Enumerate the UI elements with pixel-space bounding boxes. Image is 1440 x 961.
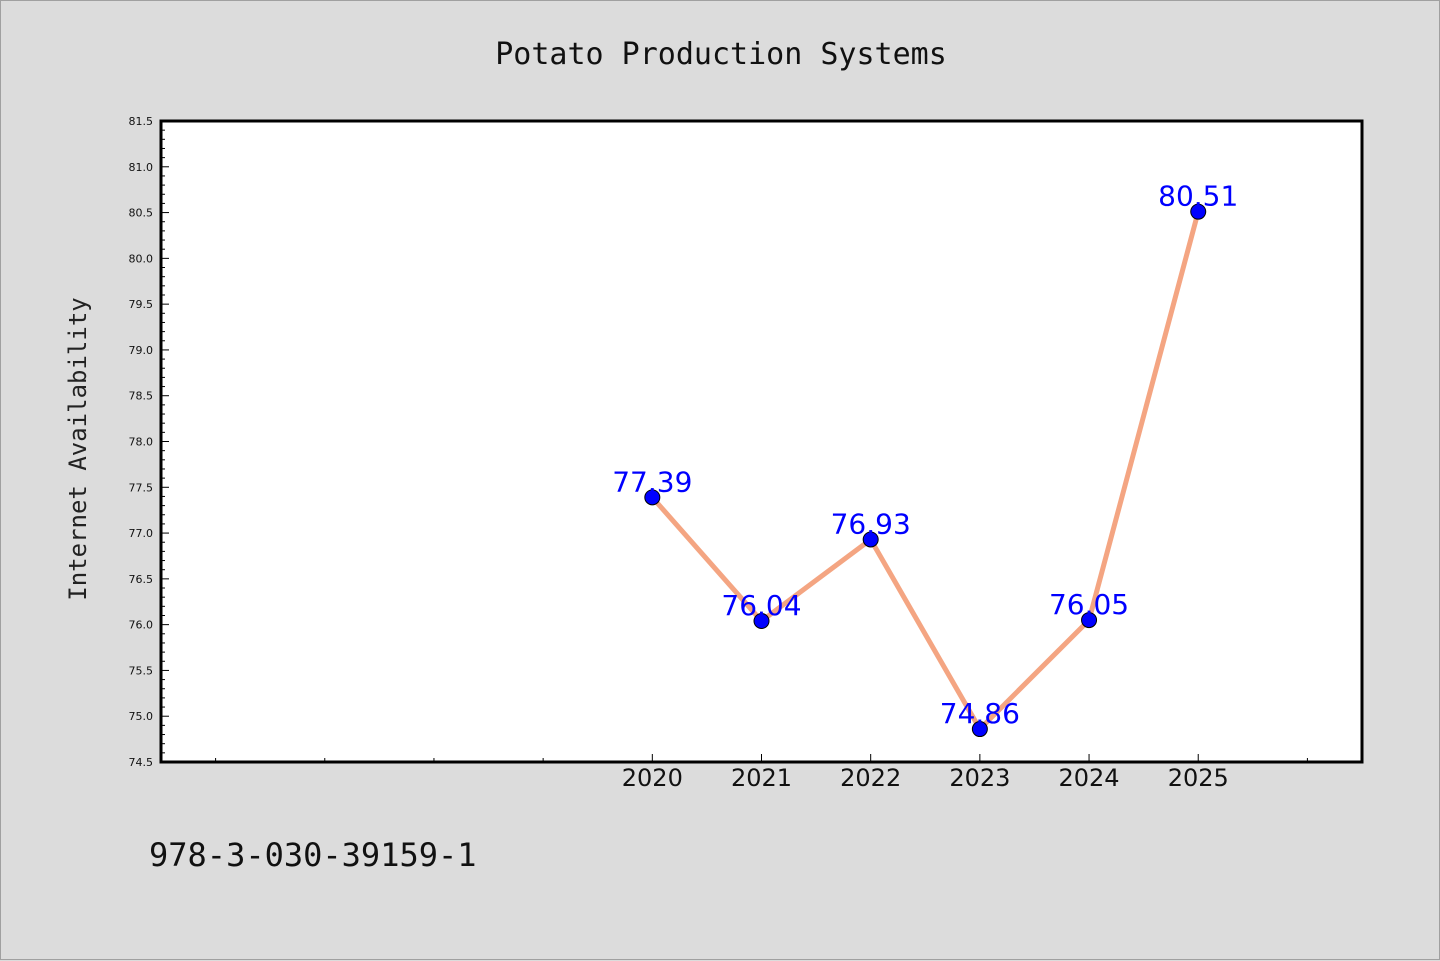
isbn-label: 978-3-030-39159-1: [149, 836, 477, 874]
data-point: [753, 612, 770, 629]
data-point: [1190, 203, 1207, 220]
data-point: [644, 489, 661, 506]
data-label: 80.51: [1158, 180, 1238, 213]
plot-area: [159, 119, 1364, 764]
data-point: [971, 721, 988, 738]
x-tick-label: 2022: [840, 764, 901, 792]
y-tick-label: 78.0: [129, 436, 154, 449]
x-axis: 2020 2021 2022 2023 2024 2025: [215, 754, 1308, 792]
data-point: [862, 531, 879, 548]
y-tick-label: 76.0: [129, 619, 154, 632]
data-label: 77.39: [612, 465, 692, 498]
y-tick-label: 75.5: [129, 664, 154, 677]
y-tick-label: 76.5: [129, 573, 154, 586]
y-tick-label: 81.5: [129, 115, 154, 128]
x-tick-label: 2021: [731, 764, 792, 792]
chart-title: Potato Production Systems: [495, 37, 947, 72]
y-tick-label: 77.5: [129, 481, 154, 494]
data-label: 76.93: [831, 507, 911, 540]
series-layer: [644, 203, 1207, 738]
y-tick-label: 80.0: [129, 252, 154, 265]
y-tick-label: 74.5: [129, 756, 154, 769]
data-label: 76.05: [1049, 588, 1129, 621]
x-tick-label: 2023: [949, 764, 1010, 792]
series-line: [649, 209, 1201, 732]
x-tick-label: 2024: [1059, 764, 1120, 792]
y-axis: 74.5 75.0 75.5 76.0 76.5 77.0 77.5 78.0 78.5 79.0…: [129, 115, 169, 769]
y-tick-label: 80.5: [129, 207, 154, 220]
data-label: 76.04: [721, 589, 801, 622]
data-label: 74.86: [940, 697, 1020, 730]
y-tick-label: 79.5: [129, 298, 154, 311]
y-tick-label: 78.5: [129, 390, 154, 403]
data-label-layer: 77.39 76.04 76.93 74.86 76.05 80.51: [612, 180, 1238, 730]
y-tick-label: 75.0: [129, 710, 154, 723]
x-tick-label: 2020: [622, 764, 683, 792]
x-tick-label: 2025: [1168, 764, 1229, 792]
y-tick-label: 79.0: [129, 344, 154, 357]
y-tick-label: 77.0: [129, 527, 154, 540]
data-point: [1081, 612, 1098, 629]
y-axis-label: Internet Availability: [64, 297, 92, 600]
y-tick-label: 81.0: [129, 161, 154, 174]
